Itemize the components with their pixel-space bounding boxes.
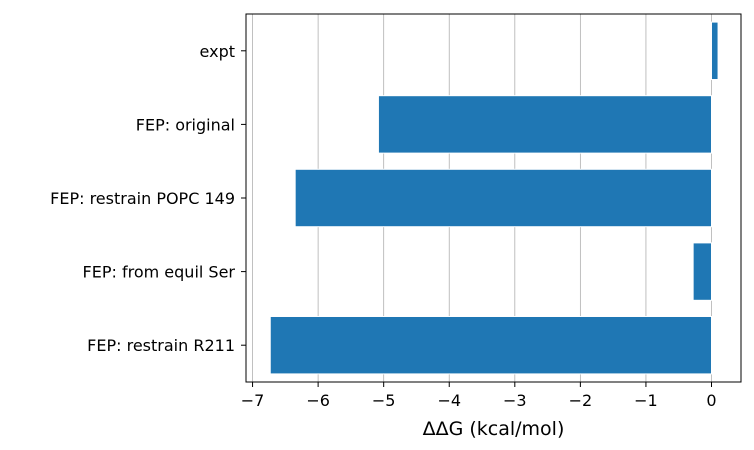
y-tick-label: FEP: original: [136, 115, 235, 134]
bars: [269, 21, 719, 375]
x-tick-label: −6: [306, 391, 330, 410]
x-tick-label: −7: [241, 391, 265, 410]
y-tick-label: FEP: restrain R211: [87, 336, 235, 355]
x-tick-label: 0: [706, 391, 716, 410]
y-tick-label: FEP: from equil Ser: [83, 263, 236, 282]
bar: [710, 21, 719, 81]
x-axis-label: ΔΔG (kcal/mol): [423, 418, 565, 440]
y-tick-label: FEP: restrain POPC 149: [50, 189, 235, 208]
bar: [377, 95, 712, 154]
x-tick-label: −1: [634, 391, 658, 410]
bar: [294, 168, 712, 228]
x-tick-label: −3: [503, 391, 527, 410]
y-ticks: expt FEP: original FEP: restrain POPC 149 F…: [50, 42, 246, 355]
x-tick-label: −4: [437, 391, 461, 410]
x-tick-label: −5: [372, 391, 396, 410]
x-tick-label: −2: [569, 391, 593, 410]
bar: [692, 242, 712, 301]
bar: [269, 315, 712, 375]
y-tick-label: expt: [200, 42, 235, 61]
x-ticks: −7 −6 −5 −4 −3 −2 −1 0: [241, 382, 717, 410]
